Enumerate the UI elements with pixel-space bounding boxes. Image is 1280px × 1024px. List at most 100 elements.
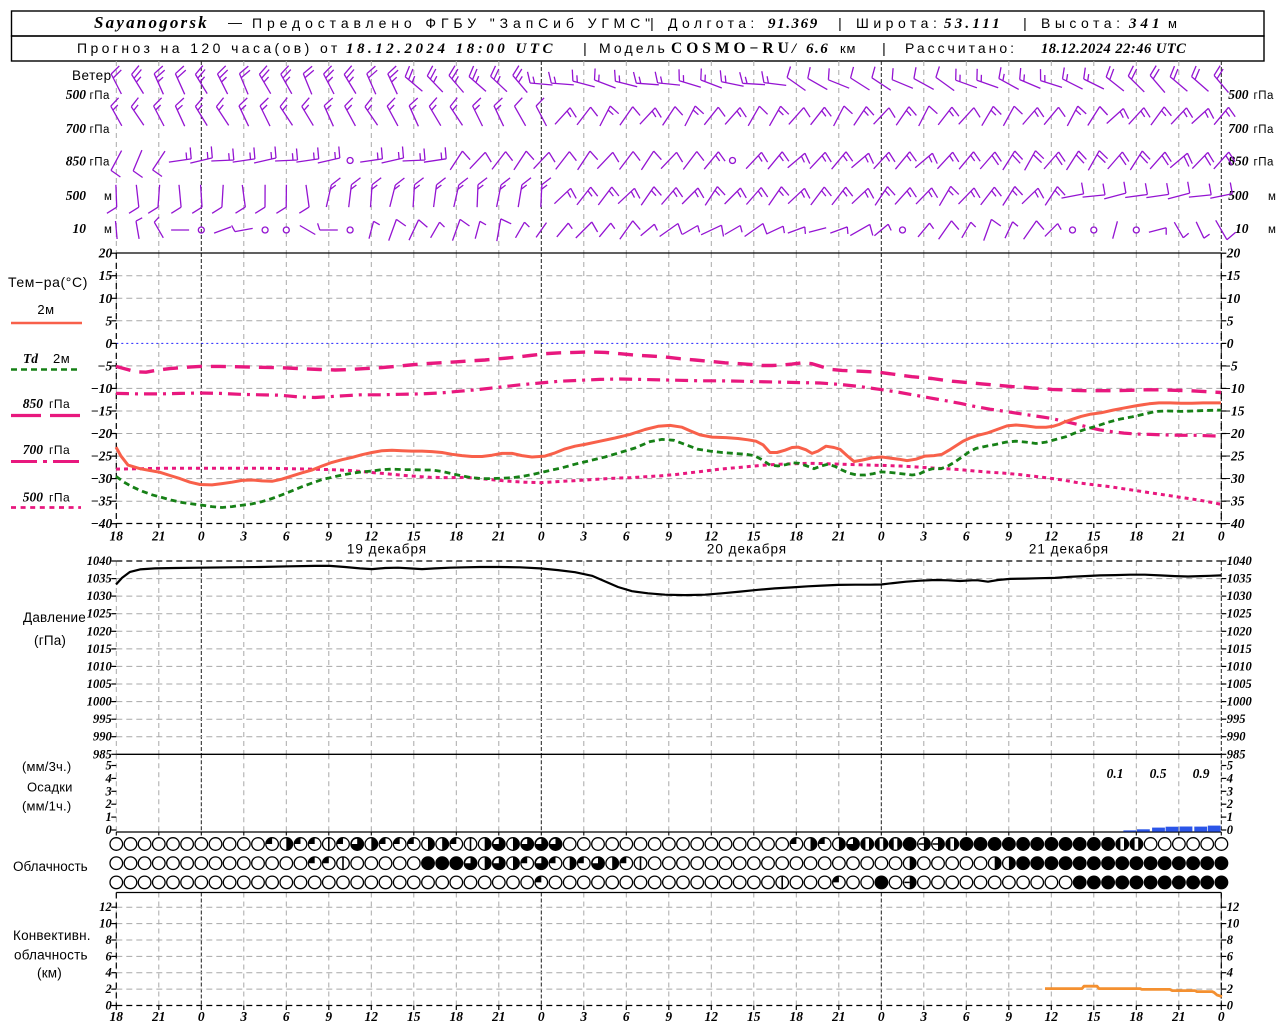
- svg-text:гПа: гПа: [90, 90, 110, 102]
- svg-text:−10: −10: [91, 381, 113, 396]
- svg-text:км: км: [840, 41, 856, 56]
- svg-text:1005: 1005: [87, 677, 112, 691]
- svg-text:15: 15: [99, 268, 113, 283]
- svg-text:−15: −15: [91, 404, 113, 419]
- svg-text:850: 850: [1228, 154, 1249, 169]
- svg-text:91.369: 91.369: [768, 16, 819, 32]
- svg-text:20 декабря: 20 декабря: [707, 542, 787, 557]
- svg-text:10: 10: [1227, 917, 1240, 931]
- svg-text:995: 995: [1227, 712, 1246, 726]
- svg-text:−20: −20: [1223, 426, 1245, 441]
- svg-text:0.9: 0.9: [1193, 766, 1210, 781]
- svg-text:1040: 1040: [1227, 554, 1253, 568]
- svg-text:8: 8: [106, 933, 113, 947]
- svg-text:(мм/3ч.): (мм/3ч.): [22, 759, 71, 774]
- svg-text:18: 18: [790, 1009, 804, 1024]
- svg-text:5: 5: [1227, 313, 1234, 328]
- svg-text:гПа: гПа: [49, 491, 70, 505]
- svg-text:6: 6: [623, 529, 630, 544]
- svg-text:12: 12: [705, 1009, 719, 1024]
- svg-text:3: 3: [239, 529, 247, 544]
- svg-text:1010: 1010: [87, 659, 113, 673]
- svg-text:5: 5: [106, 759, 112, 773]
- svg-text:995: 995: [93, 712, 112, 726]
- svg-text:15: 15: [1087, 529, 1101, 544]
- svg-text:|: |: [882, 40, 886, 56]
- svg-text:м: м: [104, 224, 112, 236]
- svg-text:1030: 1030: [1227, 589, 1253, 603]
- svg-text:21 декабря: 21 декабря: [1029, 542, 1109, 557]
- svg-text:гПа: гПа: [90, 157, 110, 169]
- svg-text:2: 2: [105, 982, 112, 996]
- svg-text:−40: −40: [91, 516, 113, 531]
- svg-text:21: 21: [491, 1009, 506, 1024]
- svg-text:700: 700: [66, 121, 87, 136]
- svg-text:15: 15: [407, 1009, 421, 1024]
- svg-text:21: 21: [1171, 1009, 1186, 1024]
- svg-text:0: 0: [878, 529, 885, 544]
- svg-text:0: 0: [106, 336, 113, 351]
- svg-text:18: 18: [110, 1009, 124, 1024]
- svg-text:985: 985: [1227, 747, 1246, 761]
- svg-text:−35: −35: [1223, 494, 1245, 509]
- svg-text:6: 6: [283, 529, 290, 544]
- svg-text:4: 4: [105, 771, 112, 785]
- svg-text:3: 3: [919, 529, 927, 544]
- svg-text:−20: −20: [91, 426, 113, 441]
- svg-text:21: 21: [1171, 529, 1186, 544]
- svg-text:12: 12: [1227, 900, 1240, 914]
- svg-text:Sayanogorsk: Sayanogorsk: [94, 13, 209, 32]
- svg-text:700: 700: [23, 442, 44, 457]
- svg-text:−5: −5: [97, 358, 112, 373]
- svg-text:10: 10: [99, 291, 113, 306]
- svg-text:Облачность: Облачность: [13, 859, 88, 874]
- svg-text:−15: −15: [1223, 404, 1245, 419]
- svg-text:гПа: гПа: [49, 397, 70, 411]
- svg-text:м: м: [104, 191, 112, 203]
- svg-text:−35: −35: [91, 494, 113, 509]
- svg-text:990: 990: [93, 730, 113, 744]
- svg-text:4: 4: [1226, 771, 1233, 785]
- svg-text:−25: −25: [1223, 449, 1245, 464]
- svg-text:Модель: Модель: [599, 40, 668, 56]
- svg-text:500: 500: [1228, 87, 1249, 102]
- svg-text:2м: 2м: [37, 302, 54, 317]
- svg-text:9: 9: [665, 529, 672, 544]
- svg-text:облачность: облачность: [14, 948, 88, 963]
- svg-text:4: 4: [105, 966, 112, 980]
- svg-text:−30: −30: [91, 471, 113, 486]
- svg-text:18.12.2024 18:00 UTC: 18.12.2024 18:00 UTC: [346, 41, 556, 57]
- svg-text:/: /: [791, 41, 798, 57]
- svg-text:850: 850: [23, 396, 44, 411]
- svg-text:3: 3: [1226, 784, 1233, 798]
- svg-text:1: 1: [106, 810, 112, 824]
- svg-text:(мм/1ч.): (мм/1ч.): [22, 799, 71, 814]
- svg-text:15: 15: [747, 529, 761, 544]
- svg-text:12: 12: [99, 900, 112, 914]
- svg-text:1040: 1040: [87, 554, 113, 568]
- svg-text:0: 0: [538, 529, 545, 544]
- svg-text:0: 0: [1218, 529, 1225, 544]
- svg-text:Давление: Давление: [23, 610, 86, 625]
- svg-text:0: 0: [1227, 336, 1234, 351]
- svg-text:1030: 1030: [87, 589, 113, 603]
- svg-text:0: 0: [1227, 823, 1234, 837]
- svg-text:0: 0: [538, 1009, 545, 1024]
- svg-text:53.111: 53.111: [944, 16, 1003, 32]
- svg-text:м: м: [1268, 191, 1276, 203]
- svg-text:1025: 1025: [1227, 607, 1252, 621]
- svg-text:|: |: [583, 40, 587, 56]
- svg-text:18: 18: [110, 529, 124, 544]
- svg-text:9: 9: [665, 1009, 672, 1024]
- svg-text:1005: 1005: [1227, 677, 1252, 691]
- svg-text:18: 18: [1130, 1009, 1144, 1024]
- svg-text:6: 6: [283, 1009, 290, 1024]
- svg-text:18: 18: [450, 529, 464, 544]
- svg-text:6: 6: [623, 1009, 630, 1024]
- svg-text:0: 0: [106, 999, 113, 1013]
- svg-text:10: 10: [73, 221, 87, 236]
- svg-text:700: 700: [1228, 121, 1249, 136]
- svg-text:гПа: гПа: [90, 124, 110, 136]
- svg-text:−10: −10: [1223, 381, 1245, 396]
- svg-text:15: 15: [1087, 1009, 1101, 1024]
